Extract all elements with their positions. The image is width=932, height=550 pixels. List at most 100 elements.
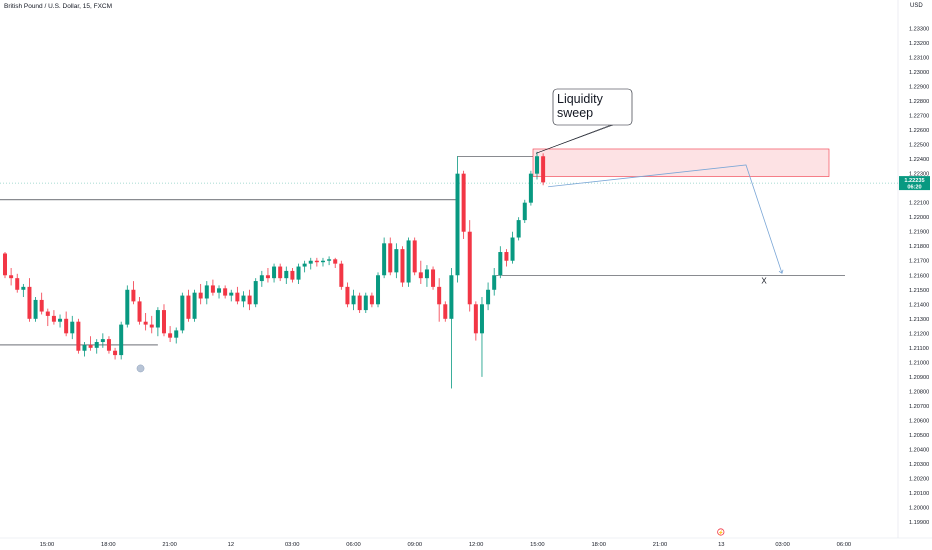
bullish-candle — [125, 289, 130, 325]
time-tick-label: 06:00 — [837, 542, 852, 548]
bullish-candle — [58, 318, 63, 322]
bullish-candle — [479, 304, 484, 334]
bearish-candle — [27, 286, 32, 319]
candlestick-series — [3, 151, 546, 389]
price-tick-label: 1.20100 — [909, 491, 929, 497]
bearish-candle — [357, 295, 362, 311]
price-tick-label: 1.21600 — [909, 273, 929, 279]
bullish-candle — [406, 240, 411, 283]
bullish-candle — [382, 243, 387, 276]
price-tick-label: 1.21900 — [909, 230, 929, 236]
bearish-candle — [223, 288, 228, 296]
bearish-candle — [143, 321, 148, 325]
bearish-candle — [198, 292, 203, 299]
bearish-candle — [76, 321, 81, 351]
callout-text-line1: Liquidity — [557, 92, 604, 106]
bullish-candle — [94, 342, 99, 348]
bearish-candle — [437, 286, 442, 305]
bullish-candle — [229, 292, 234, 296]
bullish-candle — [100, 339, 105, 343]
bearish-candle — [161, 310, 166, 334]
bullish-candle — [424, 269, 429, 279]
price-tick-label: 1.22800 — [909, 99, 929, 105]
time-tick-label: 18:00 — [591, 542, 606, 548]
price-tick-label: 1.21000 — [909, 360, 929, 366]
time-tick-label: 12 — [228, 542, 234, 548]
bullish-candle — [272, 266, 277, 279]
bullish-candle — [296, 266, 301, 280]
bearish-candle — [418, 272, 423, 279]
price-tick-label: 1.22700 — [909, 114, 929, 120]
bearish-candle — [106, 339, 111, 351]
price-tick-label: 1.23300 — [909, 27, 929, 33]
bearish-candle — [467, 231, 472, 305]
time-tick-label: 03:00 — [285, 542, 300, 548]
price-tick-label: 1.20900 — [909, 375, 929, 381]
callout-text-line2: sweep — [557, 106, 593, 120]
bullish-candle — [308, 260, 313, 264]
bullish-candle — [522, 202, 527, 221]
bearish-candle — [64, 318, 69, 334]
liquidity-sweep-callout — [552, 88, 633, 126]
bearish-candle — [149, 324, 154, 328]
bullish-candle — [351, 295, 356, 305]
swing-low-marker — [136, 364, 145, 373]
price-axis[interactable]: 1.23300 1.23200 1.23100 1.23000 1.22900 1.228… — [897, 0, 929, 538]
bearish-candle — [461, 173, 466, 232]
bearish-candle — [9, 275, 14, 279]
bearish-candle — [113, 350, 118, 356]
bearish-candle — [369, 295, 374, 305]
price-tick-label: 1.21500 — [909, 288, 929, 294]
bullish-candle — [327, 259, 332, 261]
time-tick-label: 15:00 — [40, 542, 55, 548]
bearish-candle — [88, 344, 93, 348]
time-tick-label: 21:00 — [162, 542, 177, 548]
bullish-candle — [449, 275, 454, 319]
bearish-candle — [388, 243, 393, 273]
bullish-candle — [204, 285, 209, 299]
bearish-candle — [473, 304, 478, 334]
bullish-candle — [510, 237, 515, 261]
price-tick-label: 1.22300 — [909, 172, 929, 178]
bullish-candle — [376, 275, 381, 305]
projection-arrow — [548, 164, 783, 274]
time-tick-label: 06:00 — [346, 542, 361, 548]
bullish-candle — [492, 275, 497, 290]
bearish-candle — [412, 240, 417, 273]
price-tick-label: 1.22900 — [909, 85, 929, 91]
price-tick-label: 1.21800 — [909, 244, 929, 250]
price-tick-label: 1.21400 — [909, 302, 929, 308]
time-tick-label: 03:00 — [775, 542, 790, 548]
bullish-candle — [284, 270, 289, 279]
price-tick-label: 1.20000 — [909, 505, 929, 511]
bearish-candle — [186, 295, 191, 319]
bearish-candle — [45, 311, 50, 316]
price-tick-label: 1.20300 — [909, 462, 929, 468]
price-tick-label: 1.22600 — [909, 128, 929, 134]
bearish-candle — [333, 259, 338, 264]
bullish-candle — [302, 263, 307, 267]
price-tick-label: 1.21100 — [909, 346, 929, 352]
projection-arrowhead — [778, 269, 784, 274]
price-tick-label: 1.20700 — [909, 404, 929, 410]
economic-event-glyph: ⚡ — [718, 529, 724, 536]
bullish-candle — [119, 324, 124, 356]
time-axis[interactable]: 15:00 18:00 21:00 12 03:00 06:00 09:00 12:00 15:… — [0, 528, 932, 548]
price-tick-label: 1.20400 — [909, 447, 929, 453]
bearish-candle — [345, 286, 350, 305]
bearish-candle — [235, 292, 240, 302]
current-price-value: 1.22235 — [904, 178, 924, 184]
bearish-candle — [314, 260, 319, 263]
time-tick-label: 21:00 — [653, 542, 668, 548]
price-tick-label: 1.22100 — [909, 201, 929, 207]
time-tick-label: 09:00 — [408, 542, 423, 548]
price-tick-label: 1.19900 — [909, 520, 929, 526]
bearish-candle — [290, 270, 295, 280]
bearish-candle — [504, 252, 509, 261]
currency-label: USD — [910, 3, 923, 9]
bullish-candle — [174, 330, 179, 338]
bullish-candle — [192, 292, 197, 319]
economic-event-icon — [717, 528, 725, 536]
